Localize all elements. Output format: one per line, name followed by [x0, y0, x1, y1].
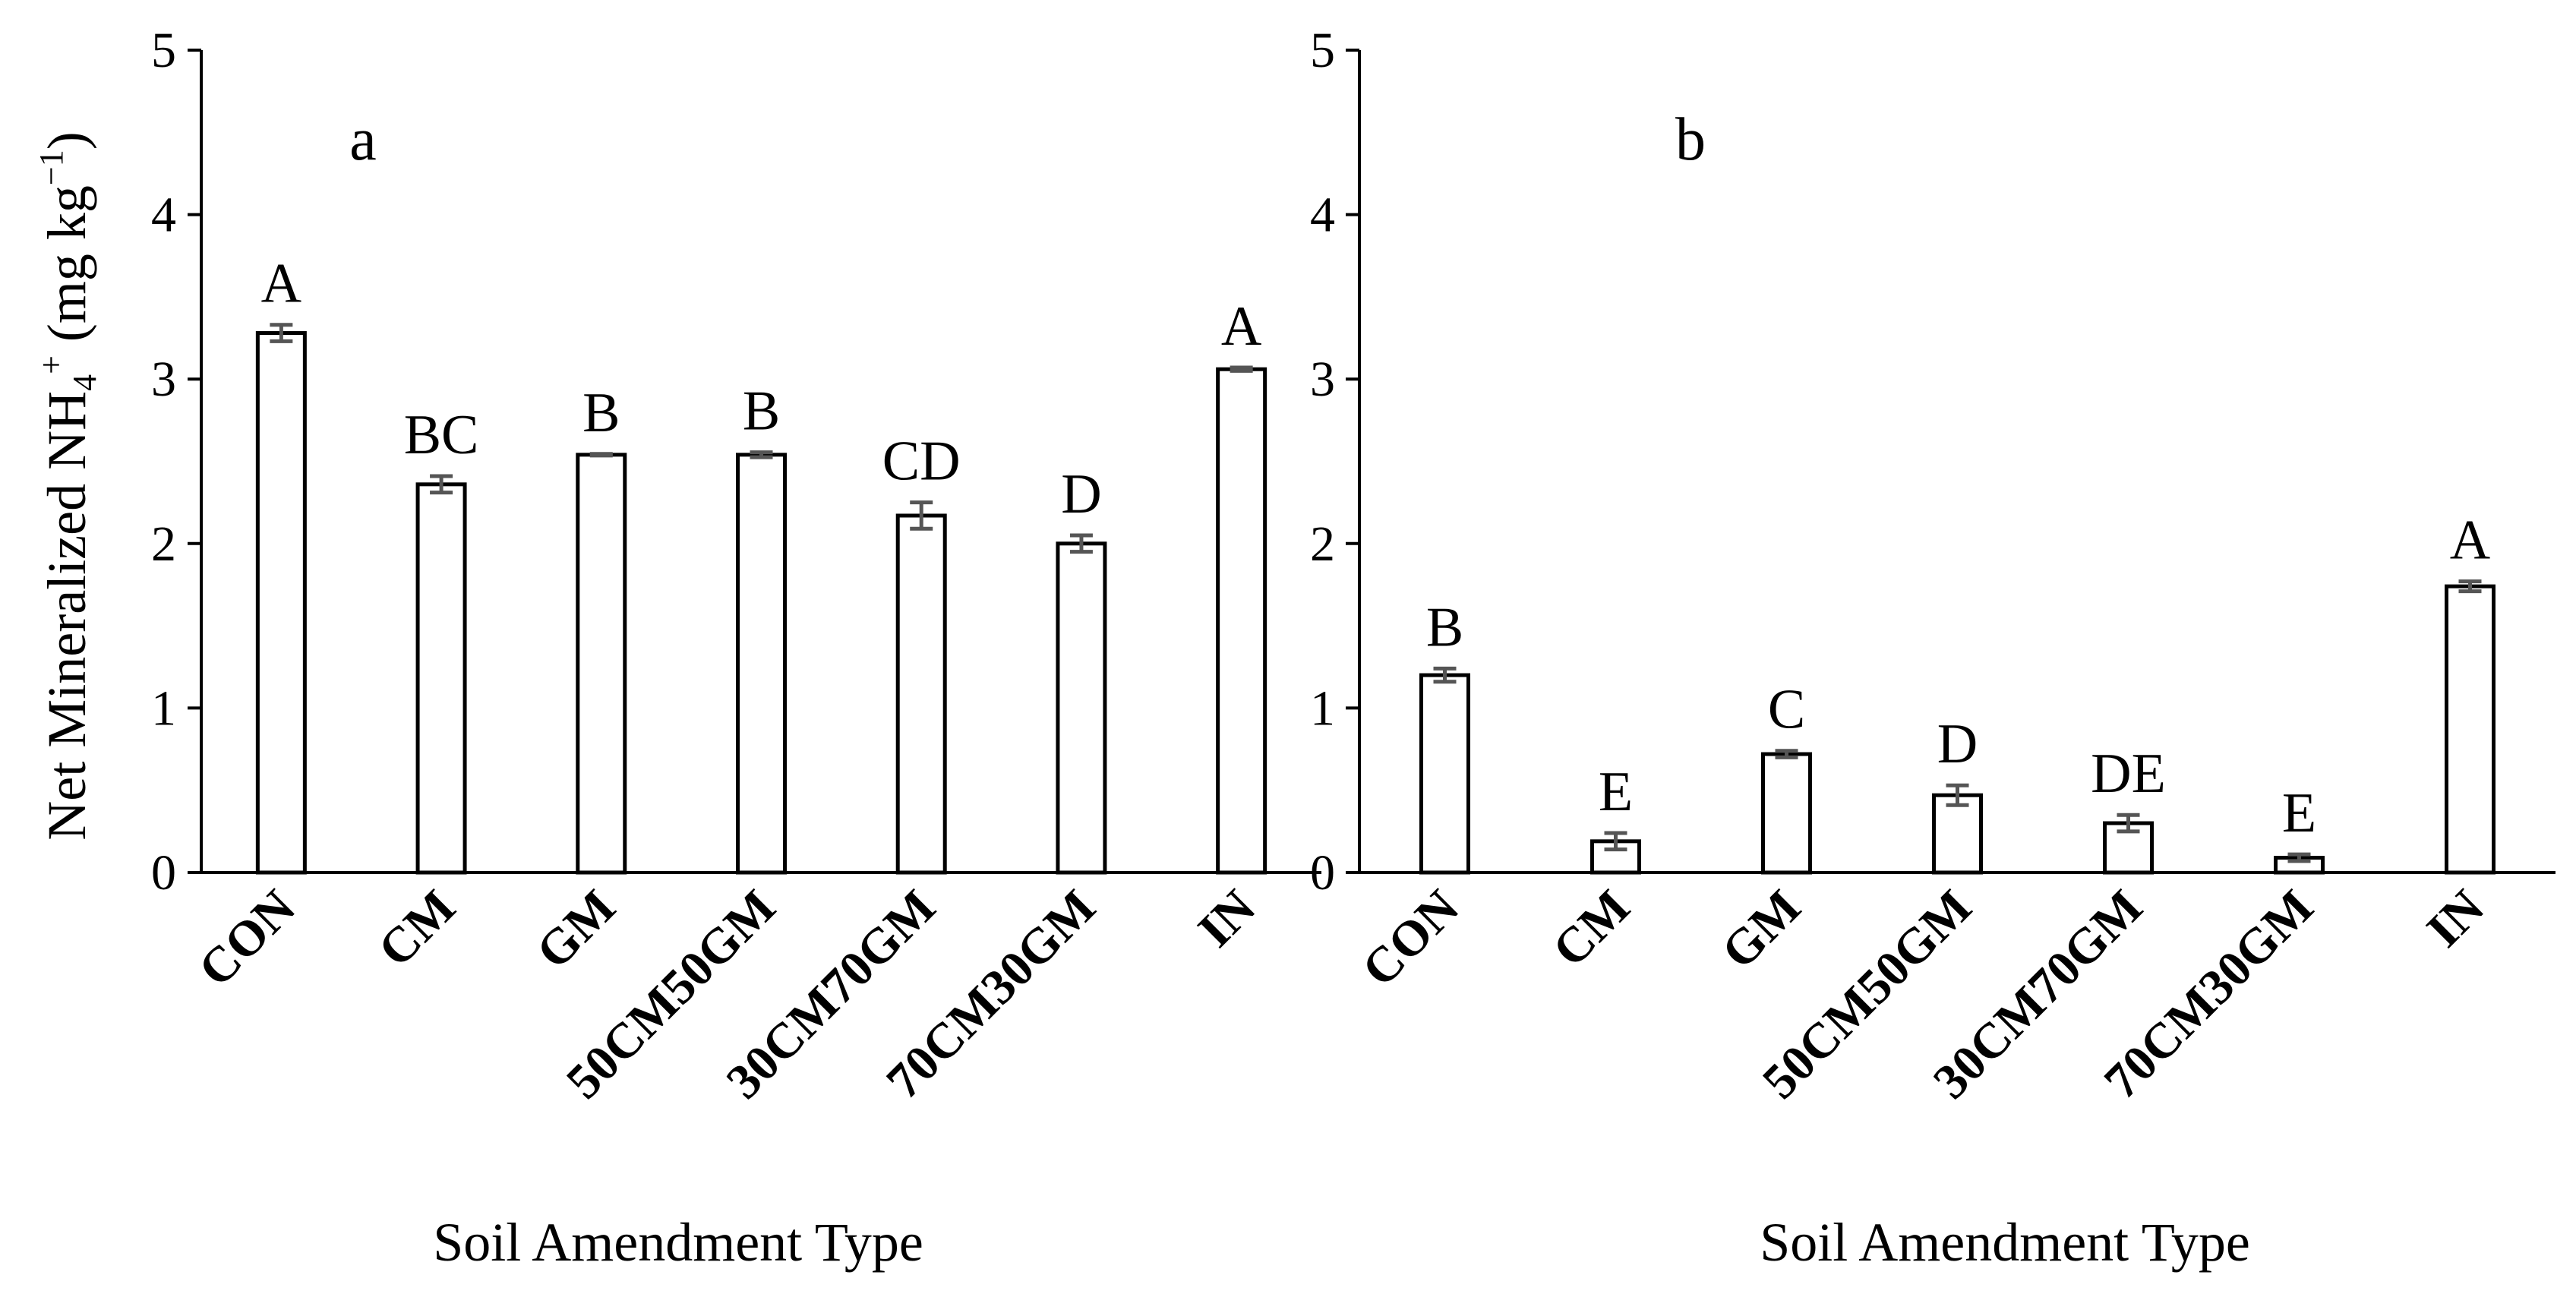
p1-panel-label: b	[1675, 106, 1706, 173]
p0-bar-50cm50gm	[736, 453, 787, 875]
p0-y-tick-label: 5	[151, 23, 176, 78]
y-label-subscript: 4	[66, 374, 103, 391]
y-label-superscript: +	[33, 355, 70, 374]
p0-significance-letter: A	[261, 253, 301, 315]
p1-x-tick-label: CON	[1352, 879, 1470, 997]
y-axis-label: Net Mineralized NH4+ (mg kg−1)	[33, 131, 103, 840]
p0-x-tick-label: CM	[368, 879, 466, 977]
p0-bar-cm	[415, 482, 467, 875]
p0-x-tick-label: CON	[188, 879, 306, 997]
p1-x-axis-title: Soil Amendment Type	[1760, 1212, 2250, 1273]
p1-significance-letter: D	[1937, 713, 1978, 775]
chart-panel-b: 012345BCONECMCGMD50CM50GMDE30CM70GME70CM…	[1310, 23, 2555, 1273]
p0-error-bar-gm	[589, 452, 613, 458]
p1-error-bar-cm	[1604, 831, 1627, 852]
p0-bar-con	[255, 331, 307, 875]
p0-significance-letter: A	[1221, 295, 1261, 358]
chart-panel-a: 012345ACONBCCMBGMB50CM50GMCD30CM70GMD70C…	[151, 23, 1321, 1273]
p0-significance-letter: B	[743, 380, 780, 443]
p0-y-tick-label: 2	[151, 516, 176, 572]
p0-x-tick-label: IN	[1188, 879, 1266, 958]
p0-significance-letter: BC	[404, 404, 479, 466]
p0-error-bar-cm	[430, 474, 453, 495]
y-label-close: )	[36, 131, 97, 150]
p0-y-tick-label: 4	[151, 188, 176, 243]
y-label-unit-exponent: −1	[33, 150, 70, 185]
p1-error-bar-in	[2458, 579, 2482, 594]
p0-bar-in	[1216, 367, 1267, 875]
p0-bar-gm	[576, 453, 627, 875]
p0-significance-letter: D	[1061, 463, 1101, 525]
p0-error-bar-30cm70gm	[910, 500, 933, 531]
p1-x-tick-label: CM	[1542, 879, 1640, 977]
p0-error-bar-50cm50gm	[750, 450, 773, 459]
p0-bar-70cm30gm	[1056, 541, 1107, 875]
y-label-main: Net Mineralized NH	[36, 391, 97, 841]
p1-significance-letter: E	[2282, 782, 2316, 844]
p1-error-bar-gm	[1775, 749, 1798, 759]
p0-error-bar-con	[270, 323, 293, 343]
p1-bar-cm	[1590, 839, 1641, 875]
p0-y-tick-label: 1	[151, 680, 176, 736]
p1-y-tick-label: 1	[1310, 680, 1335, 736]
p1-error-bar-con	[1433, 666, 1457, 684]
p1-y-tick-label: 0	[1310, 845, 1335, 901]
p1-x-tick-label: GM	[1711, 879, 1811, 980]
p0-bar-30cm70gm	[895, 513, 947, 875]
p1-significance-letter: B	[1426, 596, 1463, 658]
p1-bar-in	[2445, 584, 2496, 875]
p1-significance-letter: DE	[2091, 743, 2166, 805]
p0-x-axis-title: Soil Amendment Type	[433, 1212, 923, 1273]
p1-significance-letter: E	[1599, 761, 1633, 823]
p1-y-tick-label: 4	[1310, 188, 1335, 243]
p1-significance-letter: C	[1768, 679, 1805, 741]
p0-error-bar-70cm30gm	[1069, 533, 1093, 554]
p1-bar-con	[1419, 673, 1470, 875]
p1-y-tick-label: 3	[1310, 352, 1335, 407]
p0-significance-letter: B	[582, 382, 620, 444]
p0-significance-letter: CD	[882, 431, 961, 493]
p1-y-tick-label: 2	[1310, 516, 1335, 572]
y-label-unit: (mg kg	[36, 185, 97, 355]
p0-x-tick-label: GM	[526, 879, 626, 980]
p0-y-tick-label: 0	[151, 845, 176, 901]
p1-significance-letter: A	[2450, 510, 2490, 572]
p1-x-tick-label: IN	[2417, 879, 2495, 958]
p0-error-bar-in	[1230, 365, 1253, 373]
p1-error-bar-30cm70gm	[2117, 813, 2140, 834]
p1-error-bar-70cm30gm	[2287, 852, 2311, 863]
p0-y-tick-label: 3	[151, 352, 176, 407]
p1-error-bar-50cm50gm	[1946, 783, 1969, 807]
p1-y-tick-label: 5	[1310, 23, 1335, 78]
p0-panel-label: a	[349, 106, 377, 173]
p1-bar-gm	[1761, 752, 1812, 875]
